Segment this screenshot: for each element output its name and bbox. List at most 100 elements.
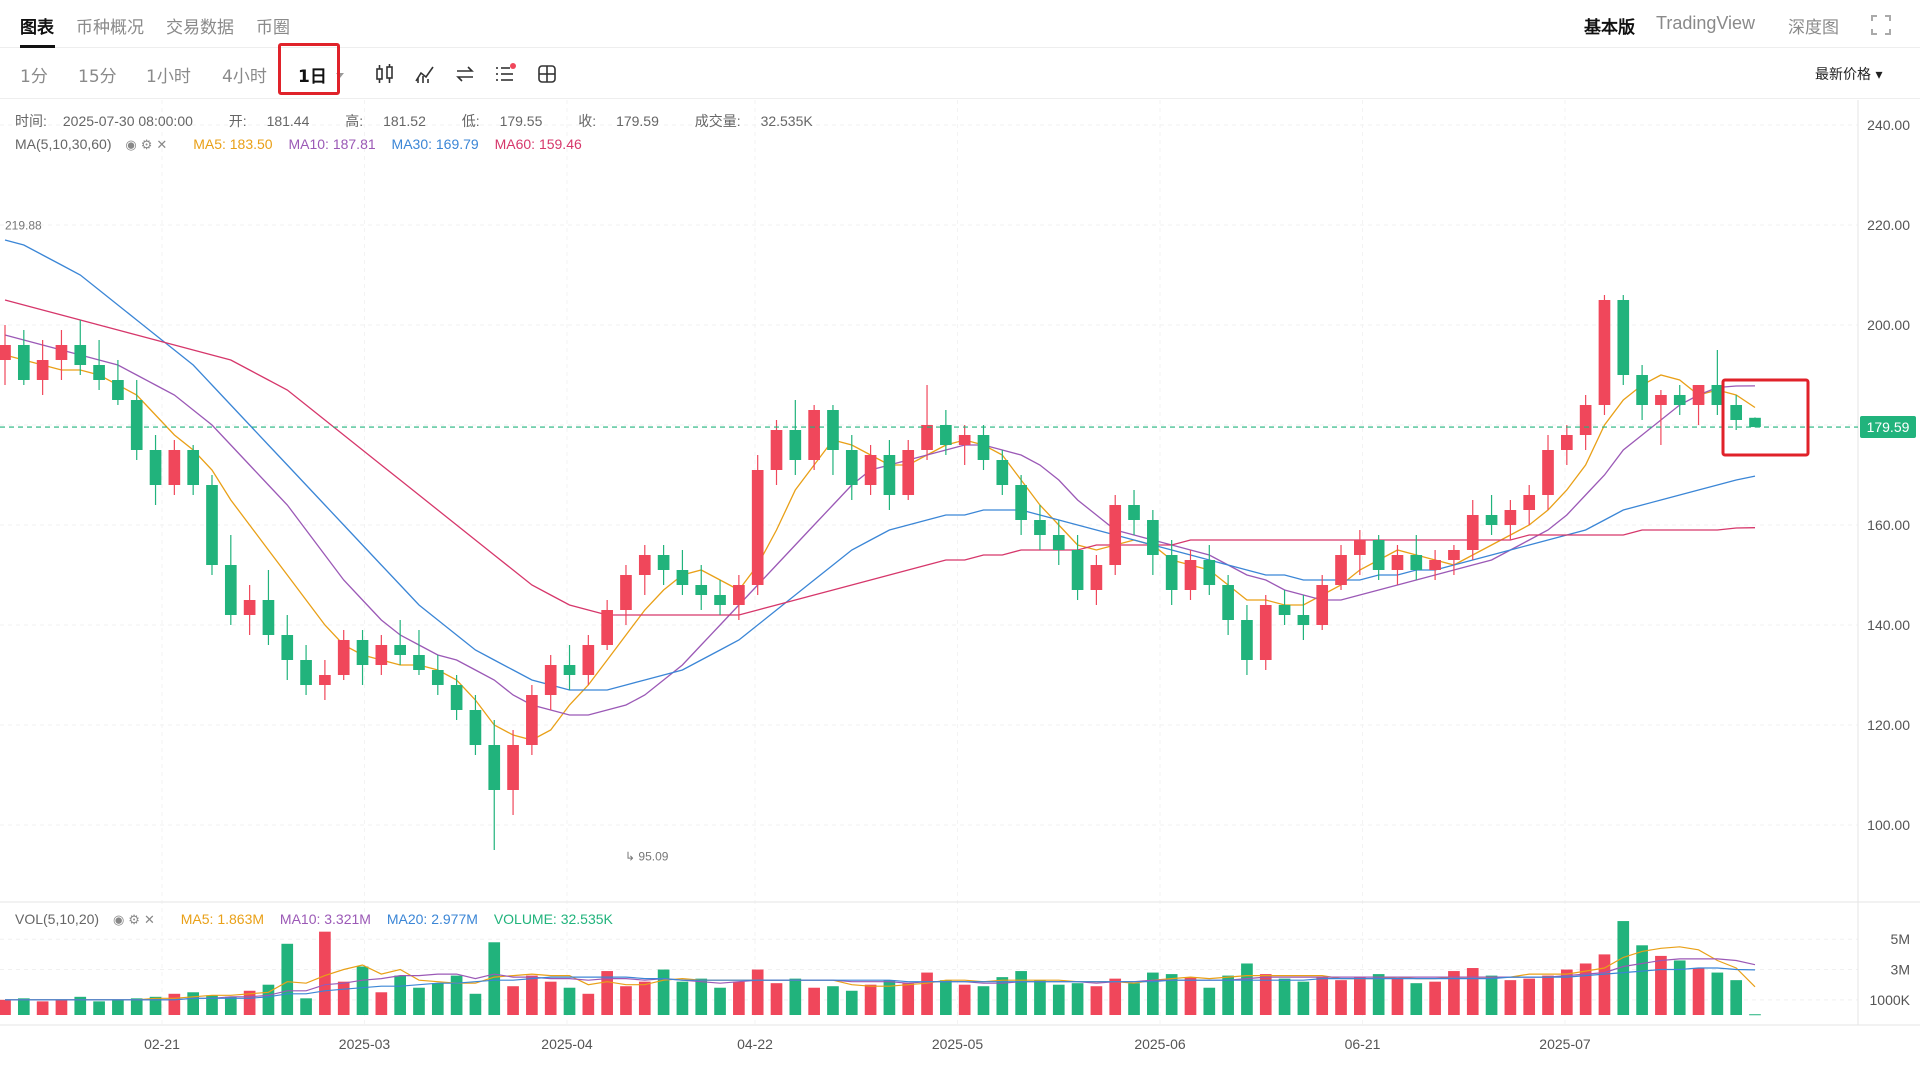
candle-body xyxy=(1184,560,1197,590)
candle-body xyxy=(1391,555,1404,570)
settings-list-icon[interactable] xyxy=(494,63,516,85)
indicator-icon[interactable] xyxy=(414,63,436,85)
price-type-label: 最新价格 xyxy=(1815,67,1871,83)
candle-body xyxy=(1372,540,1385,570)
volume-bar xyxy=(1485,975,1498,1015)
volume-bar xyxy=(1730,980,1743,1015)
volume-bar xyxy=(187,992,200,1015)
candle-body xyxy=(224,565,237,615)
candle-body xyxy=(337,640,350,675)
volume-bar xyxy=(488,942,501,1015)
candle-body xyxy=(1147,520,1159,555)
candle-body xyxy=(1354,540,1366,555)
interval-dropdown-icon[interactable] xyxy=(336,73,344,78)
candle-body xyxy=(563,665,576,675)
highlight-box-latest-candles xyxy=(1721,378,1810,457)
interval-4h[interactable]: 4小时 xyxy=(222,67,267,87)
volume-bar xyxy=(1015,971,1027,1015)
view-depth-chart[interactable]: 深度图 xyxy=(1788,18,1839,38)
tab-chart[interactable]: 图表 xyxy=(20,18,54,38)
candle-body xyxy=(770,430,783,470)
interval-1m[interactable]: 1分 xyxy=(20,67,48,87)
candle-body xyxy=(1579,405,1592,435)
view-tradingview[interactable]: TradingView xyxy=(1656,13,1756,33)
time-tick-label: 2025-05 xyxy=(932,1036,984,1052)
candle-body xyxy=(488,745,501,790)
volume-bar xyxy=(1655,955,1667,1015)
active-tab-underline xyxy=(20,45,55,48)
candle-body xyxy=(93,365,105,380)
grid xyxy=(0,100,1858,1025)
volume-bar xyxy=(1259,974,1272,1015)
volume-bar xyxy=(676,981,689,1015)
volume-bar xyxy=(1749,1014,1761,1016)
volume-bar xyxy=(1636,945,1648,1015)
close-icon[interactable]: ✕ xyxy=(143,912,155,928)
interval-1d[interactable]: 1日 xyxy=(298,67,327,87)
volume-bar xyxy=(1203,987,1216,1015)
interval-1h[interactable]: 1小时 xyxy=(146,67,191,87)
current-price-tag xyxy=(1860,416,1916,439)
candle-body xyxy=(319,675,331,685)
volume-bar xyxy=(1335,980,1347,1015)
candle-body xyxy=(1297,615,1310,625)
candle-body xyxy=(55,345,68,360)
interval-15m[interactable]: 15分 xyxy=(78,67,117,87)
candle-body xyxy=(1523,495,1536,510)
candle-body xyxy=(112,380,124,400)
tab-community[interactable]: 币圈 xyxy=(256,18,290,38)
volume-bar xyxy=(1147,972,1159,1015)
candle-body xyxy=(1259,605,1272,660)
candle-body xyxy=(1692,385,1705,405)
volume-bar xyxy=(996,977,1009,1015)
close-icon[interactable]: ✕ xyxy=(156,137,168,153)
volume-bar xyxy=(469,993,482,1015)
settings-icon[interactable]: ⚙ xyxy=(140,137,153,153)
volume-bar xyxy=(1711,972,1724,1015)
fullscreen-icon[interactable] xyxy=(1870,14,1892,36)
time-value: 2025-07-30 08:00:00 xyxy=(62,113,193,129)
ma10-value: MA10: 187.81 xyxy=(288,136,376,152)
candle-body xyxy=(657,555,670,570)
volume-bar xyxy=(507,986,519,1015)
volume-bar xyxy=(751,969,764,1015)
volume-bar xyxy=(168,993,181,1015)
candle-body xyxy=(0,345,11,360)
candle-body xyxy=(601,610,613,645)
candle-body xyxy=(1711,385,1724,405)
candle-body xyxy=(940,425,952,445)
volume-bar xyxy=(74,996,87,1015)
price-type-dropdown[interactable]: 最新价格 ▾ xyxy=(1815,64,1882,84)
vol-ma5-value: MA5: 1.863M xyxy=(180,911,265,927)
ma30-line xyxy=(4,239,1756,691)
eye-icon[interactable]: ◉ xyxy=(125,137,137,153)
volume-bar xyxy=(1391,978,1404,1015)
high-label: 高: xyxy=(345,113,364,129)
candle-body xyxy=(187,450,200,485)
time-tick-label: 2025-07 xyxy=(1539,1036,1591,1052)
candlestick-type-icon[interactable] xyxy=(374,63,396,85)
candle-body xyxy=(1052,535,1065,550)
view-basic[interactable]: 基本版 xyxy=(1584,18,1635,38)
high-value: 181.52 xyxy=(383,113,426,129)
volume-bar xyxy=(958,984,971,1015)
volume-bar xyxy=(319,931,331,1015)
settings-icon[interactable]: ⚙ xyxy=(128,912,140,928)
compare-swap-icon[interactable] xyxy=(454,63,476,85)
eye-icon[interactable]: ◉ xyxy=(112,912,125,928)
tab-trading-data[interactable]: 交易数据 xyxy=(166,18,234,38)
tab-coin-overview[interactable]: 币种概况 xyxy=(76,18,144,38)
candle-body xyxy=(375,645,388,665)
candle-body xyxy=(921,425,933,450)
drawing-tools-icon[interactable] xyxy=(536,63,558,85)
time-label: 时间: xyxy=(15,113,47,129)
volume-bar xyxy=(130,998,143,1015)
ma-indicator-name: MA(5,10,30,60) xyxy=(15,136,112,152)
candle-body xyxy=(206,485,218,565)
volume-ma20-line xyxy=(5,967,1756,1001)
candle-body xyxy=(733,585,745,605)
volume-value: 32.535K xyxy=(760,113,813,129)
volume-bar xyxy=(1071,983,1084,1015)
time-tick-label: 04-22 xyxy=(737,1036,773,1052)
